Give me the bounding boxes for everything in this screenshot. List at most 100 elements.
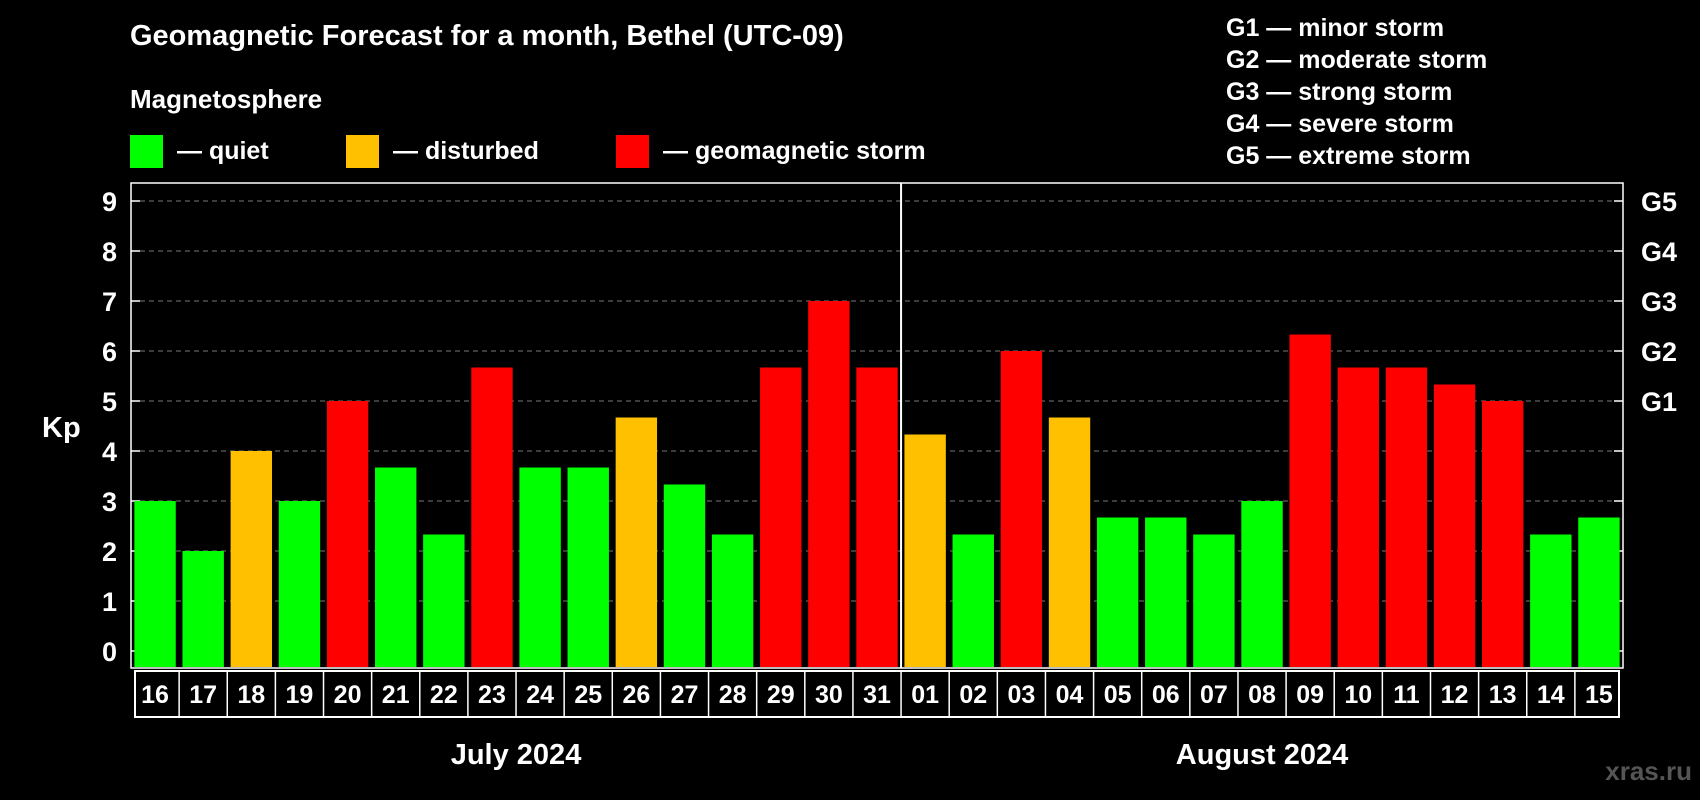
- x-tick-label: 23: [478, 681, 506, 709]
- bar: [375, 467, 417, 667]
- legend-subtitle: Magnetosphere: [130, 84, 323, 114]
- x-tick-label: 17: [189, 681, 217, 709]
- bar: [615, 417, 658, 667]
- storm-level-g2: G2 — moderate storm: [1226, 46, 1488, 74]
- y2-tick-label: G4: [1641, 237, 1677, 267]
- x-tick-label: 25: [574, 681, 602, 709]
- x-tick-label: 10: [1344, 681, 1372, 709]
- bar: [1578, 517, 1620, 667]
- month-label-august: August 2024: [1176, 739, 1348, 771]
- y-tick-label: 4: [102, 437, 117, 467]
- x-tick-label: 07: [1200, 681, 1228, 709]
- x-tick-label: 29: [767, 681, 795, 709]
- bar: [182, 551, 224, 667]
- legend-item-storm: — geomagnetic storm: [616, 134, 926, 168]
- legend-label-quiet: — quiet: [177, 136, 269, 165]
- storm-level-g4: G4 — severe storm: [1226, 110, 1454, 138]
- bar: [1481, 401, 1524, 667]
- x-tick-label: 22: [430, 681, 458, 709]
- bar: [519, 467, 561, 667]
- x-tick-label: 19: [286, 681, 314, 709]
- x-tick-label: 02: [959, 681, 987, 709]
- bar: [1193, 534, 1235, 667]
- legend-label-storm: — geomagnetic storm: [663, 136, 926, 165]
- bar: [904, 434, 946, 667]
- bar: [278, 501, 321, 667]
- bar: [711, 534, 754, 667]
- bar: [1385, 367, 1428, 667]
- y2-tick-label: G3: [1641, 287, 1677, 317]
- x-tick-label: 30: [815, 681, 843, 709]
- bar: [952, 534, 994, 667]
- storm-level-g1: G1 — minor storm: [1226, 14, 1445, 42]
- bar: [808, 301, 850, 667]
- legend-swatch-storm: [616, 134, 649, 168]
- storm-level-g3: G3 — strong storm: [1226, 78, 1453, 106]
- legend-item-disturbed: — disturbed: [346, 134, 539, 168]
- bar: [1000, 351, 1043, 667]
- x-tick-label: 13: [1489, 681, 1517, 709]
- x-tick-label: 24: [526, 681, 554, 709]
- x-tick-label: 12: [1441, 681, 1469, 709]
- y-axis-label: Kp: [42, 412, 81, 444]
- x-tick-label: 16: [141, 681, 169, 709]
- bar: [471, 367, 513, 667]
- x-tick-label: 05: [1104, 681, 1132, 709]
- x-tick-label: 06: [1152, 681, 1180, 709]
- x-tick-label: 11: [1393, 681, 1420, 709]
- bar: [1289, 334, 1331, 667]
- y-tick-label: 2: [102, 537, 117, 567]
- x-tick-label: 27: [671, 681, 699, 709]
- x-tick-label: 28: [719, 681, 747, 709]
- day-label-strip: [134, 670, 1620, 718]
- bar: [567, 467, 609, 667]
- y-tick-label: 9: [102, 187, 117, 217]
- y2-tick-label: G5: [1641, 187, 1677, 217]
- bar: [663, 484, 706, 667]
- legend-label-disturbed: — disturbed: [393, 136, 539, 165]
- bar: [856, 367, 898, 667]
- y-tick-label: 8: [102, 237, 117, 267]
- watermark: xras.ru: [1605, 756, 1692, 786]
- y-tick-label: 3: [102, 487, 117, 517]
- bar: [1337, 367, 1379, 667]
- bar: [1433, 384, 1476, 667]
- y2-tick-label: G1: [1641, 387, 1677, 417]
- x-tick-label: 09: [1296, 681, 1324, 709]
- bar: [230, 451, 273, 667]
- bar: [134, 501, 176, 667]
- bar: [423, 534, 465, 667]
- x-tick-label: 26: [622, 681, 650, 709]
- y-tick-label: 5: [102, 387, 117, 417]
- bar: [760, 367, 802, 667]
- bar: [1241, 501, 1283, 667]
- x-tick-label: 18: [237, 681, 265, 709]
- x-tick-label: 03: [1007, 681, 1035, 709]
- storm-level-g5: G5 — extreme storm: [1226, 142, 1471, 170]
- legend-item-quiet: — quiet: [130, 134, 269, 168]
- x-tick-label: 04: [1056, 681, 1084, 709]
- x-tick-label: 14: [1537, 681, 1565, 709]
- x-tick-label: 15: [1585, 681, 1613, 709]
- chart-title: Geomagnetic Forecast for a month, Bethel…: [130, 20, 844, 52]
- x-tick-label: 08: [1248, 681, 1276, 709]
- bar: [1145, 517, 1187, 667]
- plot-frame: [130, 182, 1624, 669]
- x-tick-label: 01: [911, 681, 939, 709]
- y-tick-label: 6: [102, 337, 117, 367]
- legend-swatch-quiet: [130, 134, 163, 168]
- x-tick-label: 31: [863, 681, 891, 709]
- y-tick-label: 7: [102, 287, 117, 317]
- bar: [326, 401, 369, 667]
- bar: [1048, 417, 1091, 667]
- month-label-july: July 2024: [451, 739, 582, 771]
- bar: [1096, 517, 1139, 667]
- y2-tick-label: G2: [1641, 337, 1677, 367]
- x-tick-label: 20: [334, 681, 362, 709]
- legend-swatch-disturbed: [346, 134, 379, 168]
- bar: [1530, 534, 1572, 667]
- x-tick-label: 21: [382, 681, 410, 709]
- y-tick-label: 1: [102, 587, 117, 617]
- y-tick-label: 0: [102, 637, 117, 667]
